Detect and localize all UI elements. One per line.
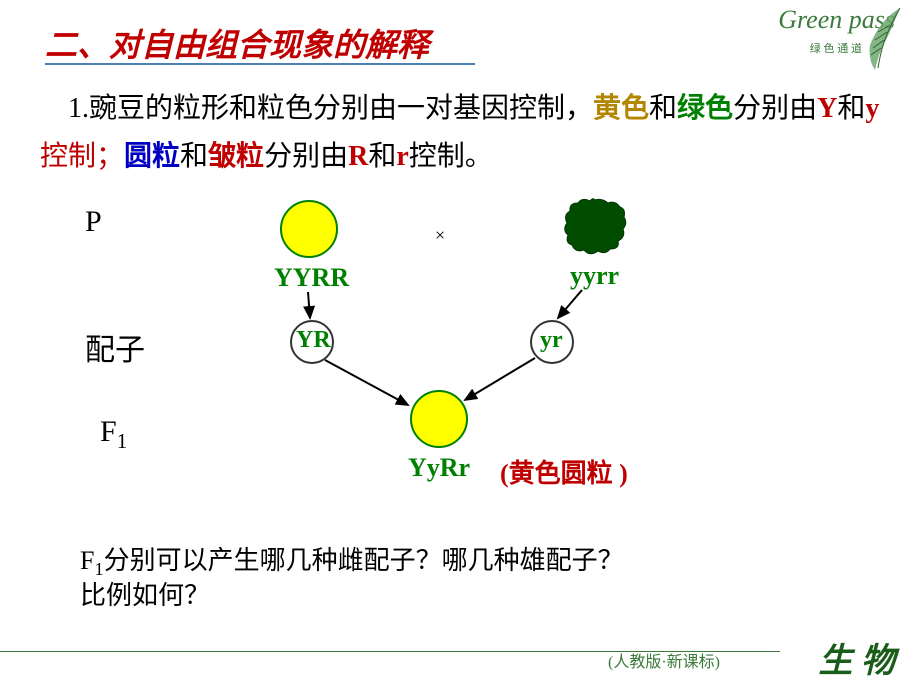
label-F1-sub: 1	[117, 429, 128, 453]
intro-paragraph: 1.豌豆的粒形和粒色分别由一对基因控制，黄色和绿色分别由Y和y控制；圆粒和皱粒分…	[40, 85, 890, 180]
title-text: 二、对自由组合现象的解释	[45, 27, 429, 63]
phenotype-f1: (黄色圆粒 )	[500, 453, 628, 490]
section-title: 二、对自由组合现象的解释	[45, 20, 429, 66]
question-line2: 比例如何？	[80, 575, 210, 612]
feather-icon	[840, 0, 920, 90]
footer-subject: 生 物	[819, 633, 896, 682]
title-underline	[45, 63, 475, 65]
parent-yellow-pea	[280, 200, 338, 258]
parent-green-pea	[560, 195, 630, 260]
label-F1: F1	[100, 415, 127, 454]
label-F1-prefix: F	[100, 415, 117, 448]
label-gametes: 配子	[85, 325, 145, 369]
gamete-right-label: yr	[540, 327, 563, 354]
genotype-f1: YyRr	[408, 453, 470, 483]
f1-pea	[410, 390, 468, 448]
label-P: P	[85, 205, 102, 239]
genotype-parent-green: yyrr	[570, 261, 619, 291]
cross-symbol: ×	[435, 225, 445, 246]
footer-line	[0, 651, 780, 652]
genotype-parent-yellow: YYRR	[274, 263, 349, 293]
gamete-left-label: YR	[296, 327, 331, 354]
